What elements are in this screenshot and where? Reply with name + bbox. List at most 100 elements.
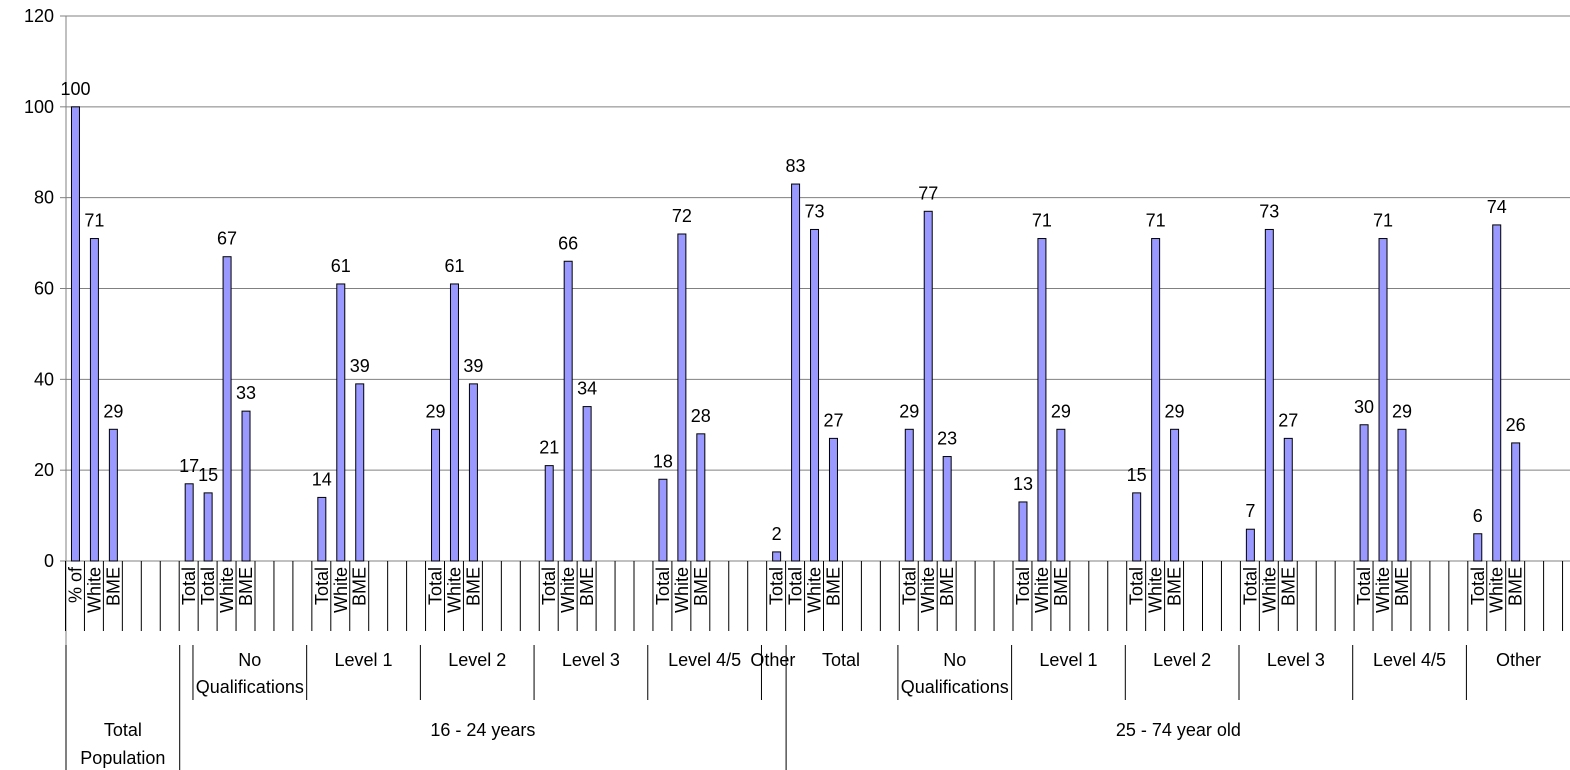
bar [1492, 224, 1502, 562]
bar [1511, 442, 1521, 562]
bar-value-label: 34 [577, 379, 597, 399]
bar-value-label: 72 [672, 206, 692, 226]
bar [241, 410, 251, 562]
bar [1473, 533, 1483, 562]
x-category-label: Total [312, 567, 332, 605]
bar-value-label: 100 [60, 79, 90, 99]
bar-value-label: 27 [823, 410, 843, 430]
bar-value-label: 7 [1245, 501, 1255, 521]
x-category-label: White [918, 567, 938, 613]
bar-value-label: 13 [1013, 474, 1033, 494]
bar-value-label: 29 [899, 401, 919, 421]
bar-value-label: 2 [772, 524, 782, 544]
x-category-label: White [1259, 567, 1279, 613]
bar-value-label: 29 [1392, 401, 1412, 421]
x-category-label: BME [823, 567, 843, 606]
bar-value-label: 77 [918, 183, 938, 203]
bar [582, 406, 592, 562]
bar-value-label: 33 [236, 383, 256, 403]
subgroup-label: Level 2 [448, 650, 506, 670]
bar-value-label: 15 [198, 465, 218, 485]
bar [923, 210, 933, 562]
bar [431, 428, 441, 562]
bar [449, 283, 459, 562]
bar-value-label: 29 [1165, 401, 1185, 421]
bar [677, 233, 687, 562]
x-category-label: Total [1127, 567, 1147, 605]
x-category-label: Total [767, 567, 787, 605]
bar [828, 437, 838, 562]
x-category-label: % of [65, 566, 85, 603]
bar-value-label: 61 [331, 256, 351, 276]
bar-value-label: 71 [1373, 211, 1393, 231]
x-category-label: Total [786, 567, 806, 605]
bar [904, 428, 914, 562]
bar [1037, 238, 1047, 562]
bar [89, 238, 99, 562]
x-category-label: BME [103, 567, 123, 606]
bar [942, 456, 952, 562]
bar-value-label: 29 [426, 401, 446, 421]
x-category-label: White [84, 567, 104, 613]
bar-value-label: 73 [805, 201, 825, 221]
y-tick-label: 0 [44, 551, 54, 571]
x-category-label: Total [1354, 567, 1374, 605]
x-category-label: BME [350, 567, 370, 606]
bar-value-label: 6 [1473, 506, 1483, 526]
subgroup-label: Level 1 [1039, 650, 1097, 670]
bar [184, 483, 194, 562]
group-label: 25 - 74 year old [1116, 720, 1241, 740]
subgroup-label: No [238, 650, 261, 670]
bar [317, 496, 327, 562]
bar-value-label: 18 [653, 451, 673, 471]
bar-value-label: 23 [937, 429, 957, 449]
bar [1245, 528, 1255, 562]
bar [1283, 437, 1293, 562]
bar [1397, 428, 1407, 562]
bar-value-label: 71 [1146, 211, 1166, 231]
x-category-label: Total [899, 567, 919, 605]
bar [1018, 501, 1028, 562]
x-category-label: BME [1051, 567, 1071, 606]
x-category-label: White [1032, 567, 1052, 613]
bar-value-label: 27 [1278, 410, 1298, 430]
group-label: 16 - 24 years [430, 720, 535, 740]
y-tick-label: 60 [34, 279, 54, 299]
x-category-label: BME [1506, 567, 1526, 606]
group-label: Population [80, 748, 165, 768]
bar-value-label: 74 [1487, 197, 1507, 217]
bar-value-label: 29 [103, 401, 123, 421]
bar-value-label: 71 [84, 211, 104, 231]
subgroup-label: No [943, 650, 966, 670]
bar-value-label: 73 [1259, 201, 1279, 221]
bar [70, 106, 80, 562]
bar [810, 228, 820, 562]
subgroup-label: Level 4/5 [1373, 650, 1446, 670]
bar [108, 428, 118, 562]
bar-value-label: 71 [1032, 211, 1052, 231]
x-category-label: BME [691, 567, 711, 606]
x-category-label: Total [426, 567, 446, 605]
bar-value-label: 67 [217, 229, 237, 249]
bar [772, 551, 782, 562]
bar-value-label: 83 [786, 156, 806, 176]
subgroup-label: Qualifications [901, 677, 1009, 697]
bar [355, 383, 365, 562]
bar-value-label: 15 [1127, 465, 1147, 485]
x-category-label: Total [198, 567, 218, 605]
bar [336, 283, 346, 562]
bar-value-label: 29 [1051, 401, 1071, 421]
x-category-label: White [217, 567, 237, 613]
bar [1378, 238, 1388, 562]
x-category-label: BME [1392, 567, 1412, 606]
subgroup-label: Level 3 [562, 650, 620, 670]
x-category-label: White [1487, 567, 1507, 613]
bar-value-label: 26 [1506, 415, 1526, 435]
bar [1056, 428, 1066, 562]
bar [544, 465, 554, 562]
bar [563, 260, 573, 562]
bar-value-label: 17 [179, 456, 199, 476]
subgroup-label: Level 1 [334, 650, 392, 670]
subgroup-label: Total [822, 650, 860, 670]
x-category-label: Total [539, 567, 559, 605]
